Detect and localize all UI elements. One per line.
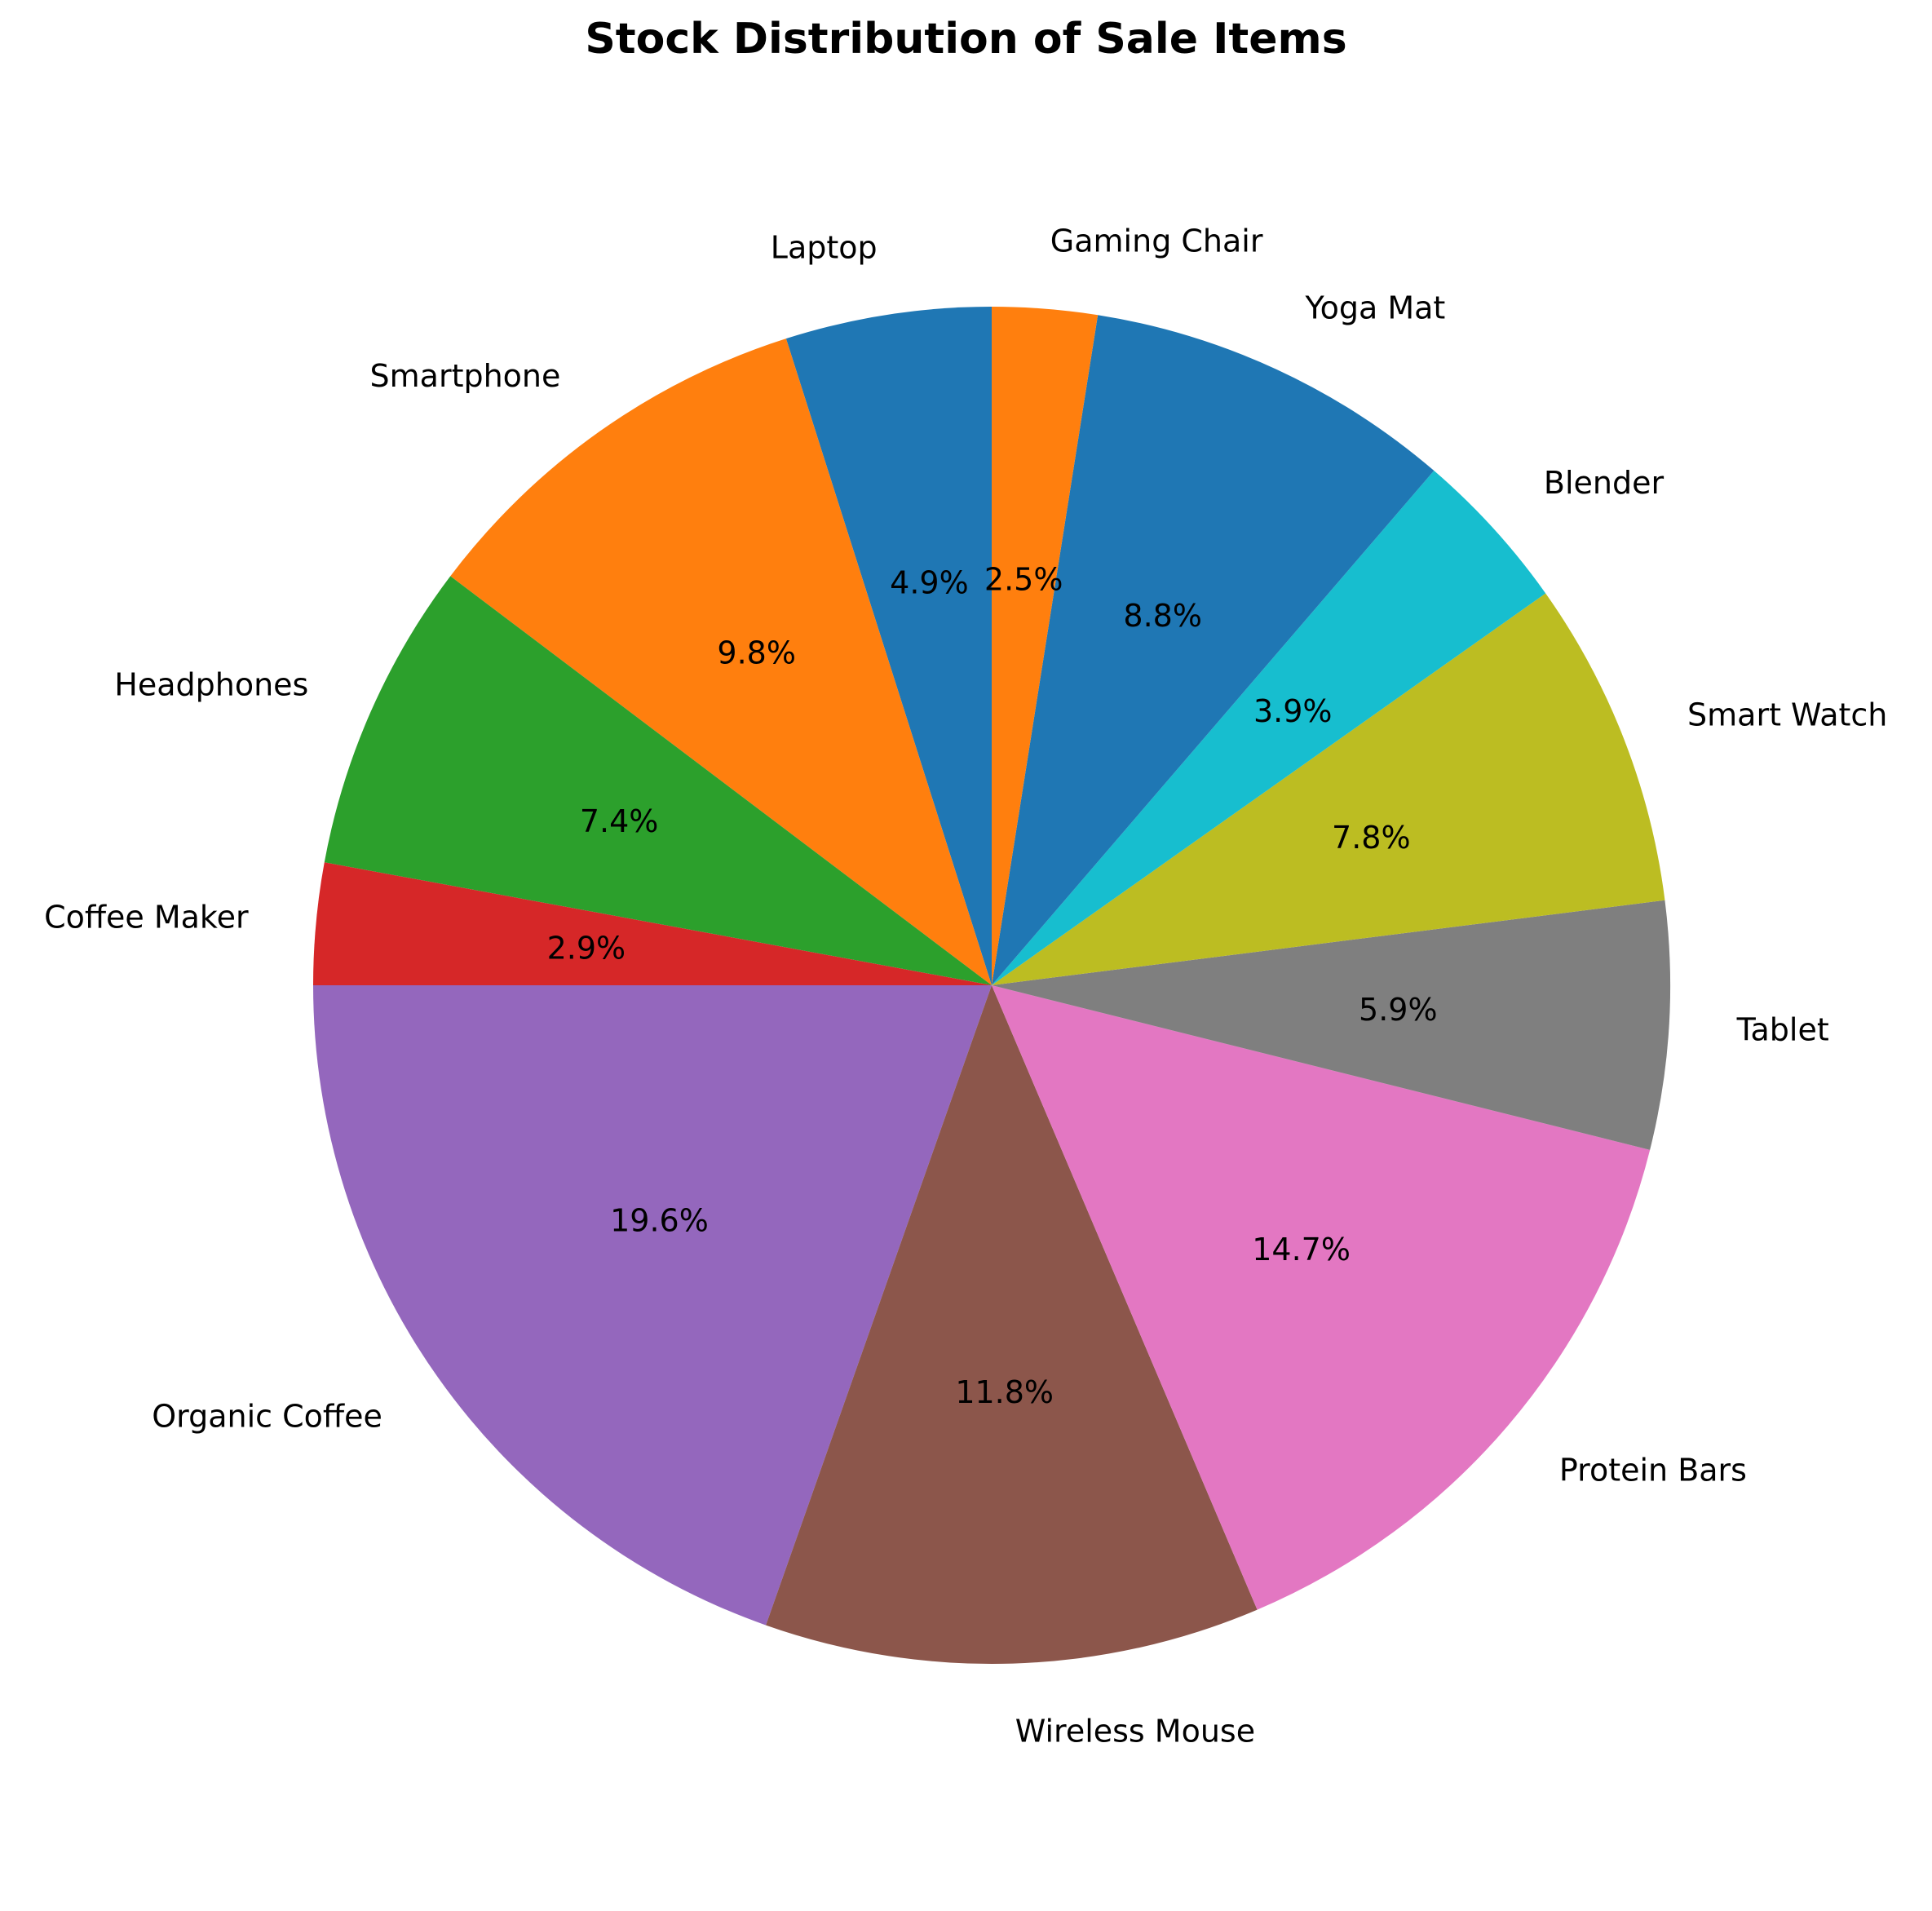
- slice-percent-label: 19.6%: [610, 1202, 709, 1238]
- slice-percent-label: 8.8%: [1123, 598, 1202, 634]
- slice-percent-label: 2.5%: [984, 561, 1063, 597]
- slice-percent-label: 3.9%: [1253, 693, 1333, 729]
- slice-category-label: Tablet: [1736, 1012, 1829, 1048]
- slice-category-label: Organic Coffee: [152, 1399, 382, 1435]
- pie-slice-wireless-mouse: [766, 985, 1258, 1665]
- slice-category-label: Blender: [1544, 465, 1665, 501]
- slice-category-label: Headphones: [114, 666, 308, 702]
- pie-slice-gaming-chair: [992, 307, 1099, 985]
- pie-slice-headphones: [324, 576, 993, 985]
- chart-title: Stock Distribution of Sale Items: [585, 15, 1347, 64]
- pie-slice-coffee-maker: [313, 862, 992, 985]
- pie-slice-yoga-mat: [992, 315, 1435, 985]
- slice-category-label: Laptop: [771, 230, 878, 266]
- slice-percent-label: 7.8%: [1332, 820, 1411, 856]
- pie-slice-blender: [992, 471, 1546, 985]
- slice-percent-label: 14.7%: [1252, 1232, 1351, 1267]
- slice-category-label: Gaming Chair: [1050, 223, 1263, 259]
- pie-slice-smart-watch: [992, 593, 1665, 985]
- slice-percent-label: 2.9%: [547, 931, 626, 967]
- slice-percent-label: 9.8%: [717, 635, 796, 670]
- slice-percent-label: 4.9%: [890, 565, 969, 601]
- slice-category-label: Protein Bars: [1559, 1452, 1747, 1488]
- pie-slice-laptop: [785, 307, 992, 985]
- slice-category-label: Smart Watch: [1687, 697, 1887, 732]
- slice-category-label: Smartphone: [370, 358, 561, 394]
- slice-percent-label: 5.9%: [1359, 992, 1438, 1028]
- slice-percent-label: 11.8%: [955, 1374, 1054, 1410]
- pie-slice-tablet: [992, 900, 1671, 1150]
- slice-category-label: Yoga Mat: [1304, 290, 1445, 325]
- pie-labels: 4.9% Laptop 9.8% Smartphone 7.4% Headphones 2.…: [44, 223, 1887, 1750]
- pie-slice-protein-bars: [992, 985, 1651, 1610]
- pie-slice-smartphone: [450, 338, 992, 985]
- slice-category-label: Coffee Maker: [44, 900, 249, 936]
- pie-slice-organic-coffee: [313, 985, 992, 1626]
- pie-slices: [313, 307, 1671, 1665]
- slice-percent-label: 7.4%: [580, 803, 659, 839]
- slice-category-label: Wireless Mouse: [1015, 1714, 1255, 1750]
